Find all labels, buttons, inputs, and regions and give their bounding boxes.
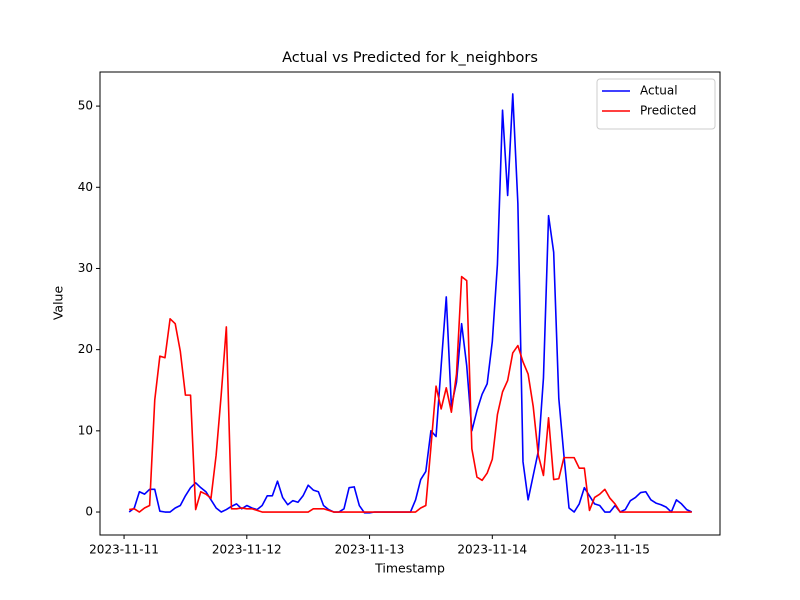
x-tick-label: 2023-11-14 — [457, 543, 527, 557]
x-tick-label: 2023-11-15 — [580, 543, 650, 557]
x-tick-label: 2023-11-13 — [335, 543, 405, 557]
series-line — [129, 275, 692, 513]
series-line — [128, 93, 693, 514]
legend-label: Actual — [640, 84, 678, 98]
y-axis-label: Value — [51, 286, 66, 321]
x-tick-label: 2023-11-12 — [212, 543, 282, 557]
y-tick-label: 0 — [85, 505, 93, 519]
x-tick-label: 2023-11-11 — [89, 543, 159, 557]
y-tick-label: 50 — [78, 99, 93, 113]
chart-title: Actual vs Predicted for k_neighbors — [282, 50, 538, 66]
plot-frame — [99, 71, 721, 536]
x-axis-label: Timestamp — [374, 561, 445, 576]
y-tick-label: 20 — [78, 342, 93, 356]
y-tick-label: 10 — [78, 423, 93, 437]
legend-label: Predicted — [640, 104, 696, 118]
y-tick-label: 40 — [78, 180, 93, 194]
y-tick-label: 30 — [78, 261, 93, 275]
